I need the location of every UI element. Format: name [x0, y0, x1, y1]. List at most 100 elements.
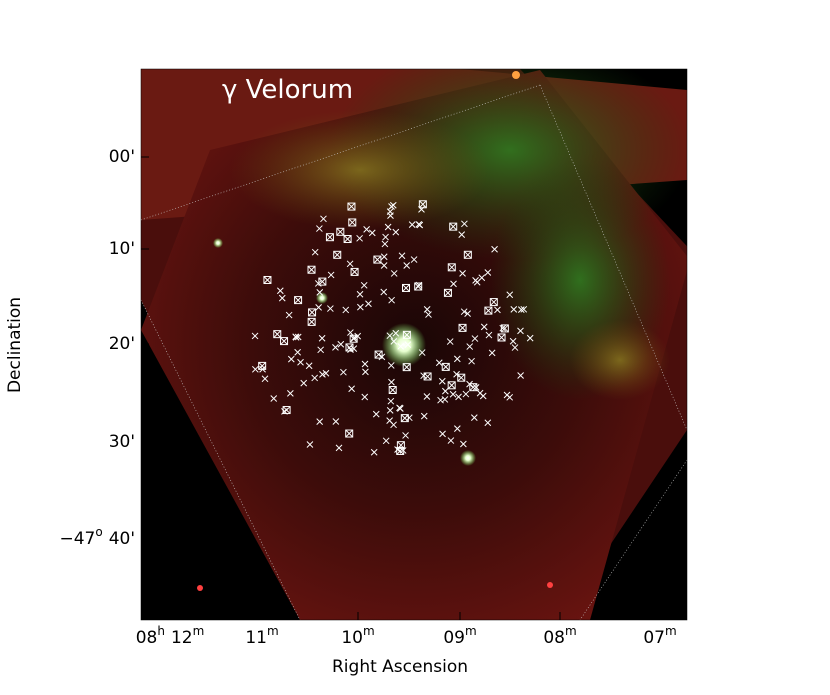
cross-marker	[287, 355, 295, 363]
cross-marker	[460, 440, 467, 448]
tick-number: 10	[341, 628, 363, 648]
cross-marker	[316, 418, 324, 426]
cross-marker	[351, 268, 358, 276]
cross-marker	[386, 332, 394, 340]
cross-marker	[387, 362, 395, 369]
cross-marker	[461, 220, 468, 228]
square-marker	[333, 250, 342, 259]
cross-marker	[381, 240, 389, 248]
cross-marker	[439, 430, 446, 438]
square-marker	[402, 283, 411, 292]
tick-unit: m	[267, 624, 279, 638]
cross-marker	[308, 309, 316, 316]
cross-marker	[308, 266, 315, 274]
cross-marker	[453, 370, 460, 378]
square-marker	[449, 222, 458, 231]
square-marker	[294, 296, 303, 305]
cross-marker	[311, 374, 319, 382]
cross-marker	[420, 412, 428, 420]
cross-marker	[464, 251, 472, 259]
cross-marker	[318, 334, 326, 342]
cross-marker	[388, 203, 395, 210]
cross-marker	[251, 332, 259, 340]
cross-marker	[501, 325, 509, 332]
cross-marker	[526, 334, 534, 342]
cross-marker	[294, 348, 301, 356]
cross-marker	[382, 437, 390, 445]
square-marker	[273, 330, 282, 339]
cross-marker	[408, 221, 416, 228]
square-marker	[345, 429, 354, 438]
cross-marker	[361, 393, 369, 401]
cross-marker	[292, 333, 300, 341]
cross-marker	[394, 446, 401, 453]
cross-marker	[386, 417, 393, 424]
square-marker	[348, 218, 357, 227]
y-tick-label: 20'	[109, 334, 135, 354]
cross-marker	[425, 311, 432, 318]
cross-marker	[311, 248, 319, 256]
tick-unit: o	[95, 525, 102, 539]
cross-marker	[317, 346, 325, 354]
cross-marker	[348, 203, 355, 210]
cross-marker	[399, 447, 407, 454]
cross-marker	[320, 215, 327, 223]
cross-marker	[273, 330, 281, 338]
cross-marker	[453, 355, 461, 363]
cross-marker	[470, 414, 478, 421]
square-marker	[402, 330, 411, 339]
cross-marker	[414, 283, 422, 290]
cross-marker	[300, 379, 308, 387]
cross-marker	[419, 200, 427, 208]
cross-marker	[340, 368, 347, 376]
cross-marker	[410, 256, 418, 263]
cross-marker	[459, 270, 466, 277]
tick-number: 08	[136, 628, 158, 648]
square-marker	[263, 275, 272, 284]
cross-marker	[462, 390, 470, 398]
cross-marker	[280, 337, 288, 345]
cross-marker	[458, 231, 466, 239]
cross-marker	[388, 378, 395, 386]
cross-marker	[403, 262, 411, 269]
cross-marker	[403, 331, 411, 339]
sky-image	[141, 69, 687, 620]
cross-marker	[499, 324, 507, 332]
y-tick-label: −47o 40'	[59, 525, 135, 549]
tick-number: 20'	[109, 334, 135, 354]
cross-marker	[316, 225, 323, 232]
cross-marker	[469, 383, 477, 391]
x-tick-label: 11m	[245, 624, 278, 648]
cross-marker	[402, 284, 410, 292]
x-tick-label: 07m	[643, 624, 676, 648]
cross-marker	[437, 396, 444, 404]
cross-marker	[350, 345, 358, 352]
tick-number: 40'	[109, 529, 135, 549]
square-marker	[350, 267, 359, 276]
cross-marker	[327, 271, 335, 279]
cross-marker	[251, 365, 259, 373]
cross-marker	[449, 390, 457, 398]
cross-marker	[423, 393, 431, 400]
cross-marker	[261, 375, 269, 383]
square-marker	[258, 361, 267, 370]
x-tick-label: 08h 12m	[136, 624, 205, 648]
cross-marker	[517, 372, 524, 379]
cross-marker	[390, 338, 398, 345]
square-marker	[400, 414, 409, 423]
cross-marker	[348, 385, 355, 393]
tick-unit: m	[363, 624, 375, 638]
cross-marker	[415, 281, 423, 289]
cross-marker	[444, 289, 452, 297]
tick-unit: m	[565, 624, 577, 638]
square-marker	[373, 255, 382, 264]
tick-number: 30'	[109, 432, 135, 452]
cross-marker	[360, 281, 368, 289]
tick-unit: m	[665, 624, 677, 638]
cross-marker	[332, 418, 340, 425]
cross-marker	[326, 233, 334, 241]
square-marker	[447, 381, 456, 390]
x-tick-label: 10m	[341, 624, 374, 648]
cross-marker	[346, 260, 354, 268]
cross-marker	[510, 306, 518, 313]
